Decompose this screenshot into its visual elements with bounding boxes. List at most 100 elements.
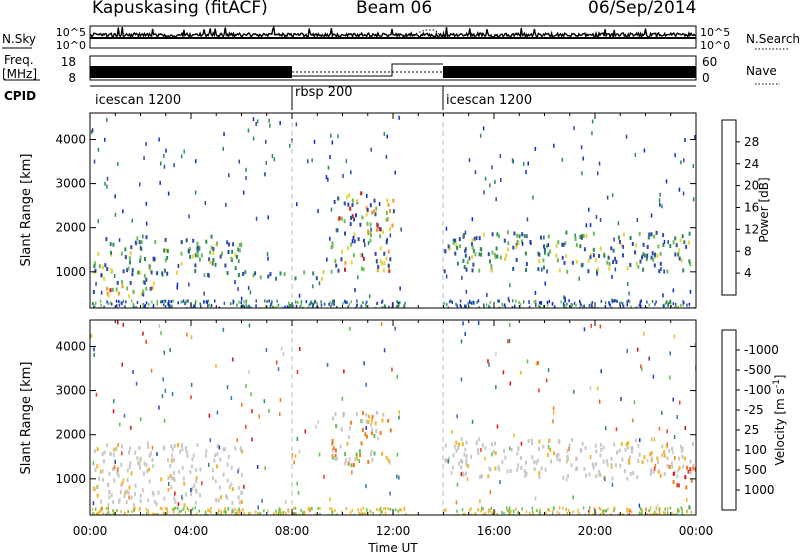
cpid-seg-0: icescan 1200 bbox=[95, 93, 181, 108]
echo-cell bbox=[515, 245, 518, 249]
echo-cell bbox=[508, 299, 510, 303]
echo-cell bbox=[314, 513, 317, 515]
echo-cell bbox=[568, 509, 570, 513]
echo-cell bbox=[621, 302, 624, 306]
echo-cell bbox=[543, 250, 546, 255]
echo-cell bbox=[335, 263, 338, 268]
echo-cell bbox=[132, 302, 135, 306]
echo-cell bbox=[598, 469, 601, 474]
echo-cell bbox=[98, 264, 101, 269]
echo-cell bbox=[92, 512, 94, 515]
echo-cell bbox=[129, 461, 132, 466]
echo-cell bbox=[646, 245, 649, 249]
echo-cell bbox=[285, 512, 287, 515]
echo-cell bbox=[220, 495, 223, 500]
echo-cell bbox=[611, 193, 614, 198]
echo-cell bbox=[537, 360, 539, 365]
echo-cell bbox=[134, 506, 136, 510]
echo-cell bbox=[379, 259, 382, 264]
echo-cell bbox=[632, 471, 635, 476]
echo-cell bbox=[318, 452, 321, 457]
echo-cell bbox=[380, 510, 382, 514]
echo-cell bbox=[141, 488, 144, 493]
echo-cell bbox=[520, 465, 523, 470]
echo-cell bbox=[234, 253, 237, 258]
echo-cell bbox=[335, 306, 338, 308]
echo-cell bbox=[578, 276, 580, 281]
echo-cell bbox=[448, 245, 451, 250]
echo-cell bbox=[504, 305, 506, 308]
echo-cell bbox=[451, 429, 453, 434]
echo-cell bbox=[636, 347, 639, 352]
echo-cell bbox=[106, 176, 109, 181]
echo-cell bbox=[237, 273, 240, 277]
echo-cell bbox=[642, 267, 645, 272]
echo-cell bbox=[636, 218, 639, 222]
echo-cell bbox=[191, 254, 194, 259]
echo-cell bbox=[208, 413, 211, 418]
freq-label-2: [MHz] bbox=[2, 67, 37, 81]
echo-cell bbox=[218, 508, 220, 512]
echo-cell bbox=[579, 299, 581, 303]
echo-cell bbox=[183, 481, 186, 486]
echo-cell bbox=[383, 251, 386, 256]
echo-cell bbox=[90, 130, 93, 134]
echo-cell bbox=[163, 511, 165, 515]
echo-cell bbox=[338, 216, 341, 221]
echo-cell bbox=[358, 511, 360, 515]
echo-cell bbox=[371, 458, 374, 463]
echo-cell bbox=[450, 470, 453, 475]
echo-cell bbox=[487, 252, 490, 257]
echo-cell bbox=[665, 301, 668, 304]
echo-cell bbox=[585, 223, 588, 228]
echo-cell bbox=[506, 508, 508, 512]
echo-cell bbox=[161, 507, 163, 511]
echo-cell bbox=[125, 500, 128, 504]
echo-cell bbox=[107, 507, 109, 510]
echo-cell bbox=[238, 507, 240, 511]
echo-cell bbox=[383, 261, 386, 266]
echo-cell bbox=[345, 159, 348, 164]
echo-cell bbox=[225, 202, 227, 207]
echo-cell bbox=[556, 258, 559, 263]
echo-cell bbox=[300, 300, 303, 304]
echo-cell bbox=[124, 247, 127, 252]
echo-cell bbox=[574, 237, 577, 241]
echo-cell bbox=[164, 299, 167, 303]
echo-cell bbox=[595, 474, 598, 479]
echo-cell bbox=[655, 513, 657, 515]
echo-cell bbox=[349, 222, 352, 227]
nsky-tick-top: 10^5 bbox=[56, 26, 86, 39]
echo-cell bbox=[498, 467, 501, 472]
echo-cell bbox=[234, 512, 237, 515]
echo-cell bbox=[150, 270, 153, 275]
echo-cell bbox=[615, 299, 617, 303]
echo-cell bbox=[187, 508, 190, 512]
echo-cell bbox=[192, 453, 195, 458]
echo-cell bbox=[359, 306, 362, 308]
echo-cell bbox=[223, 301, 226, 305]
echo-cell bbox=[507, 247, 509, 252]
echo-cell bbox=[682, 191, 685, 196]
echo-cell bbox=[553, 451, 555, 456]
echo-cell bbox=[148, 467, 150, 472]
echo-cell bbox=[105, 507, 107, 510]
echo-cell bbox=[626, 349, 628, 353]
echo-cell bbox=[183, 149, 185, 154]
echo-cell bbox=[530, 241, 532, 245]
echo-cell bbox=[350, 215, 353, 220]
echo-cell bbox=[327, 165, 330, 170]
echo-cell bbox=[504, 455, 507, 460]
echo-cell bbox=[320, 300, 322, 304]
echo-cell bbox=[519, 303, 522, 307]
echo-cell bbox=[383, 348, 386, 353]
echo-cell bbox=[647, 235, 650, 240]
echo-cell bbox=[548, 508, 550, 512]
echo-cell bbox=[491, 511, 493, 515]
echo-cell bbox=[570, 305, 572, 308]
echo-cell bbox=[479, 133, 482, 138]
echo-cell bbox=[648, 303, 650, 307]
echo-cell bbox=[562, 302, 565, 306]
echo-cell bbox=[194, 301, 197, 305]
echo-cell bbox=[357, 275, 359, 280]
